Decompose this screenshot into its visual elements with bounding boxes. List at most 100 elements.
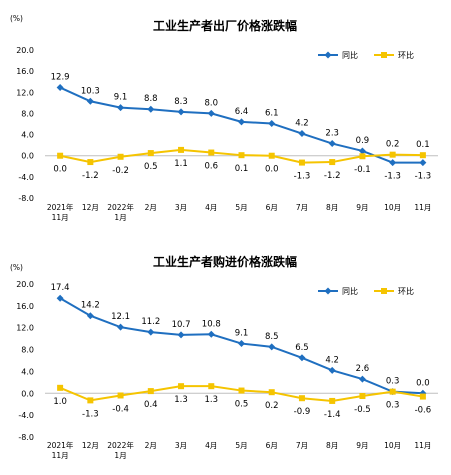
x-tick-label: 9月 bbox=[356, 441, 368, 450]
data-point-环比 bbox=[57, 152, 64, 159]
x-tick-label-line: 5月 bbox=[235, 441, 247, 450]
data-point-环比 bbox=[208, 149, 215, 156]
y-tick-label: -4.0 bbox=[18, 411, 34, 420]
data-point-同比 bbox=[117, 104, 125, 112]
x-tick-label: 3月 bbox=[175, 441, 187, 450]
x-tick-label: 3月 bbox=[175, 203, 187, 212]
y-unit-label: (%) bbox=[10, 263, 23, 272]
data-label-同比: 2.3 bbox=[325, 129, 339, 139]
legend-marker-环比 bbox=[381, 288, 387, 294]
data-point-环比 bbox=[359, 153, 366, 160]
data-point-同比 bbox=[56, 84, 64, 92]
x-tick-label: 6月 bbox=[266, 203, 278, 212]
x-tick-label-line: 11月 bbox=[414, 203, 431, 212]
data-point-同比 bbox=[207, 109, 215, 117]
data-point-环比 bbox=[389, 388, 396, 395]
data-label-环比: -0.5 bbox=[354, 405, 371, 415]
data-label-环比: 1.3 bbox=[174, 395, 188, 405]
x-tick-label: 5月 bbox=[235, 203, 247, 212]
data-label-环比: 0.3 bbox=[386, 401, 400, 411]
data-label-同比: 9.1 bbox=[114, 93, 128, 103]
x-tick-label-line: 6月 bbox=[266, 203, 278, 212]
data-label-同比: 0.9 bbox=[356, 136, 370, 146]
data-point-同比 bbox=[328, 366, 336, 374]
data-label-同比: 17.4 bbox=[51, 283, 70, 293]
x-tick-label: 12月 bbox=[82, 441, 99, 450]
data-label-同比: 8.5 bbox=[265, 332, 279, 342]
legend-label-同比: 同比 bbox=[342, 50, 358, 60]
y-tick-label: 16.0 bbox=[16, 67, 34, 76]
y-tick-label: -4.0 bbox=[18, 173, 34, 182]
data-label-环比: 0.2 bbox=[265, 401, 279, 411]
x-tick-label: 11月 bbox=[414, 441, 431, 450]
y-tick-label: 12.0 bbox=[16, 88, 34, 97]
x-tick-label-line: 7月 bbox=[296, 203, 308, 212]
chart-ppi-purchase: 工业生产者购进价格涨跌幅 (%) 20.0 16.0 12.0 8.0 4.0 0.0 -4.0… bbox=[10, 254, 438, 460]
data-point-环比 bbox=[208, 383, 215, 390]
data-label-同比: 8.0 bbox=[205, 98, 219, 108]
data-point-环比 bbox=[117, 153, 124, 160]
chart-title: 工业生产者购进价格涨跌幅 bbox=[153, 254, 297, 269]
data-label-环比: 0.6 bbox=[205, 162, 219, 172]
data-label-环比: 0.1 bbox=[416, 140, 430, 150]
y-tick-label: -8.0 bbox=[18, 194, 34, 203]
data-label-环比: -0.2 bbox=[112, 166, 129, 176]
x-tick-label: 7月 bbox=[296, 441, 308, 450]
data-label-同比: 10.3 bbox=[81, 86, 100, 96]
data-point-同比 bbox=[147, 328, 155, 336]
y-tick-label: 0.0 bbox=[21, 389, 34, 398]
data-point-环比 bbox=[359, 393, 366, 400]
x-tick-label-line: 10月 bbox=[384, 441, 401, 450]
data-label-环比: 0.0 bbox=[53, 165, 67, 175]
y-unit-label: (%) bbox=[10, 14, 23, 23]
data-label-同比: 12.9 bbox=[51, 73, 70, 83]
data-point-环比 bbox=[117, 392, 124, 399]
data-point-环比 bbox=[268, 389, 275, 396]
data-point-同比 bbox=[298, 130, 306, 138]
x-tick-label-line: 2021年 bbox=[47, 440, 74, 450]
x-tick-label-line: 7月 bbox=[296, 441, 308, 450]
data-point-环比 bbox=[329, 397, 336, 404]
x-tick-label: 2021年 11月 bbox=[47, 440, 74, 460]
data-label-同比: 6.5 bbox=[295, 343, 309, 353]
data-label-同比: 9.1 bbox=[235, 329, 249, 339]
x-tick-label-line: 1月 bbox=[114, 213, 126, 222]
data-label-环比: -0.1 bbox=[354, 165, 371, 175]
data-point-同比 bbox=[86, 97, 94, 105]
data-point-环比 bbox=[268, 152, 275, 159]
data-point-环比 bbox=[57, 384, 64, 391]
data-label-环比: 0.4 bbox=[144, 400, 158, 410]
x-tick-label-line: 4月 bbox=[205, 203, 217, 212]
data-label-环比: -1.3 bbox=[82, 409, 99, 419]
data-point-环比 bbox=[87, 397, 94, 404]
x-tick-label: 2022年 1月 bbox=[107, 202, 134, 222]
data-label-同比: 10.7 bbox=[172, 320, 191, 330]
x-tick-label-line: 2月 bbox=[145, 203, 157, 212]
data-point-同比 bbox=[298, 354, 306, 362]
x-tick-label-line: 2022年 bbox=[107, 440, 134, 450]
data-label-环比: -0.4 bbox=[112, 404, 129, 414]
data-point-环比 bbox=[147, 388, 154, 395]
x-tick-label-line: 8月 bbox=[326, 441, 338, 450]
x-tick-label: 7月 bbox=[296, 203, 308, 212]
y-tick-label: 4.0 bbox=[21, 131, 34, 140]
data-point-同比 bbox=[358, 147, 366, 155]
data-label-同比: 12.1 bbox=[111, 312, 130, 322]
chart-title: 工业生产者出厂价格涨跌幅 bbox=[153, 18, 297, 33]
x-tick-label: 2022年 1月 bbox=[107, 440, 134, 460]
x-tick-label-line: 10月 bbox=[384, 203, 401, 212]
data-point-环比 bbox=[178, 146, 185, 153]
data-label-环比: 0.0 bbox=[265, 165, 279, 175]
x-tick-label-line: 11月 bbox=[52, 451, 69, 460]
data-point-同比 bbox=[56, 294, 64, 302]
x-tick-label-line: 4月 bbox=[205, 441, 217, 450]
data-point-同比 bbox=[389, 159, 397, 167]
data-label-环比: 0.2 bbox=[386, 140, 400, 150]
data-point-同比 bbox=[238, 118, 245, 126]
data-label-同比: 2.6 bbox=[356, 364, 370, 374]
y-tick-label: 20.0 bbox=[16, 280, 34, 289]
y-tick-label: 12.0 bbox=[16, 324, 34, 333]
x-tick-label: 10月 bbox=[384, 441, 401, 450]
data-label-环比: -1.3 bbox=[294, 172, 311, 182]
